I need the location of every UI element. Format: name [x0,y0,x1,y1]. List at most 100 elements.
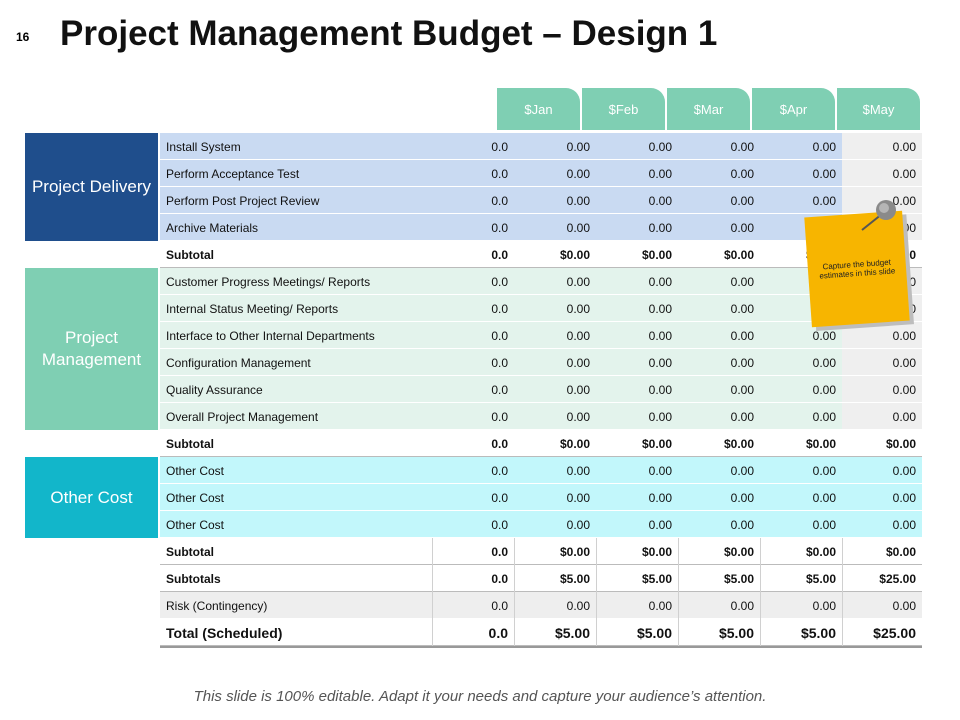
row-bg [160,484,922,511]
value-cell: 0.00 [730,409,754,424]
value-cell: $5.00 [596,619,678,646]
value-cell: $0.00 [678,538,760,565]
row-bg [160,376,922,403]
value-cell: $25.00 [842,619,922,646]
row-label: Quality Assurance [166,382,263,397]
row-bg [160,349,922,376]
month-tab: $May [837,88,920,130]
value-cell: 0.00 [566,328,590,343]
value-cell: 0.00 [596,592,678,619]
month-tab: $Feb [582,88,665,130]
value-cell: 0.00 [678,592,760,619]
value-cell: 0.00 [892,382,916,397]
value-cell: 0.00 [812,139,836,154]
value-cell: 0.0 [432,565,514,592]
value-cell: $5.00 [760,565,842,592]
value-cell: 0.0 [491,193,508,208]
value-cell: 0.00 [892,166,916,181]
value-cell: $0.00 [641,436,672,451]
value-cell: 0.00 [730,328,754,343]
value-cell: 0.0 [491,247,508,262]
value-cell: 0.00 [730,517,754,532]
value-cell: 0.0 [491,355,508,370]
row-label: Install System [166,139,241,154]
row-bg [160,457,922,484]
value-cell: 0.00 [648,220,672,235]
value-cell: $5.00 [678,619,760,646]
row-bg [160,619,922,646]
value-cell: 0.00 [812,409,836,424]
cell-bg [842,376,922,402]
value-cell: 0.00 [812,355,836,370]
value-cell: 0.00 [892,355,916,370]
row-label: Internal Status Meeting/ Reports [166,301,339,316]
row-label: Risk (Contingency) [166,598,268,613]
value-cell: 0.00 [812,517,836,532]
cell-bg [842,322,922,348]
row-label: Other Cost [166,490,225,505]
row-bg [160,214,922,241]
value-cell: 0.00 [892,463,916,478]
row-bg [160,187,922,214]
row-label: Subtotal [166,544,214,559]
month-tab: $Mar [667,88,750,130]
value-cell: 0.00 [566,301,590,316]
value-cell: 0.00 [648,382,672,397]
row-bg [160,538,922,565]
row-bg [160,592,922,619]
title: Project Management Budget – Design 1 [60,14,718,53]
value-cell: $5.00 [514,619,596,646]
row-bg [160,268,922,295]
value-cell: 0.00 [730,355,754,370]
value-cell: 0.00 [648,355,672,370]
value-cell: 0.00 [730,139,754,154]
value-cell: 0.00 [648,274,672,289]
row-label: Perform Post Project Review [166,193,320,208]
row-bg [160,160,922,187]
value-cell: 0.00 [514,592,596,619]
row-label: Total (Scheduled) [166,624,283,641]
row-label: Configuration Management [166,355,311,370]
value-cell: 0.00 [842,592,922,619]
row-label: Other Cost [166,517,225,532]
value-cell: $5.00 [514,565,596,592]
value-cell: 0.00 [892,517,916,532]
value-cell: 0.00 [730,382,754,397]
value-cell: 0.00 [648,517,672,532]
value-cell: 0.00 [730,274,754,289]
row-label: Overall Project Management [166,409,319,424]
value-cell: 0.00 [648,166,672,181]
value-cell: 0.0 [491,382,508,397]
value-cell: 0.0 [432,538,514,565]
cell-bg [842,160,922,186]
value-cell: 0.00 [566,220,590,235]
value-cell: $0.00 [596,538,678,565]
value-cell: 0.0 [491,328,508,343]
page-number: 16 [16,30,30,44]
value-cell: 0.00 [730,193,754,208]
value-cell: 0.00 [730,301,754,316]
value-cell: $0.00 [723,436,754,451]
row-bg [160,295,922,322]
cell-bg [842,403,922,429]
group-label: Other Cost [25,457,158,538]
value-cell: 0.00 [566,382,590,397]
value-cell: 0.0 [432,619,514,646]
value-cell: 0.00 [892,193,916,208]
value-cell: 0.00 [566,490,590,505]
value-cell: 0.00 [566,409,590,424]
value-cell: $5.00 [760,619,842,646]
note-text: Capture the budget estimates in this sli… [819,257,896,281]
month-tab: $Jan [497,88,580,130]
value-cell: 0.0 [491,463,508,478]
value-cell: 0.00 [812,490,836,505]
value-cell: 0.00 [566,139,590,154]
value-cell: 0.00 [892,409,916,424]
value-cell: $0.00 [641,247,672,262]
cell-bg [842,349,922,375]
value-cell: 0.0 [491,301,508,316]
value-cell: 0.0 [491,220,508,235]
value-cell: $0.00 [559,247,590,262]
row-label: Interface to Other Internal Departments [166,328,375,343]
value-cell: 0.00 [566,355,590,370]
